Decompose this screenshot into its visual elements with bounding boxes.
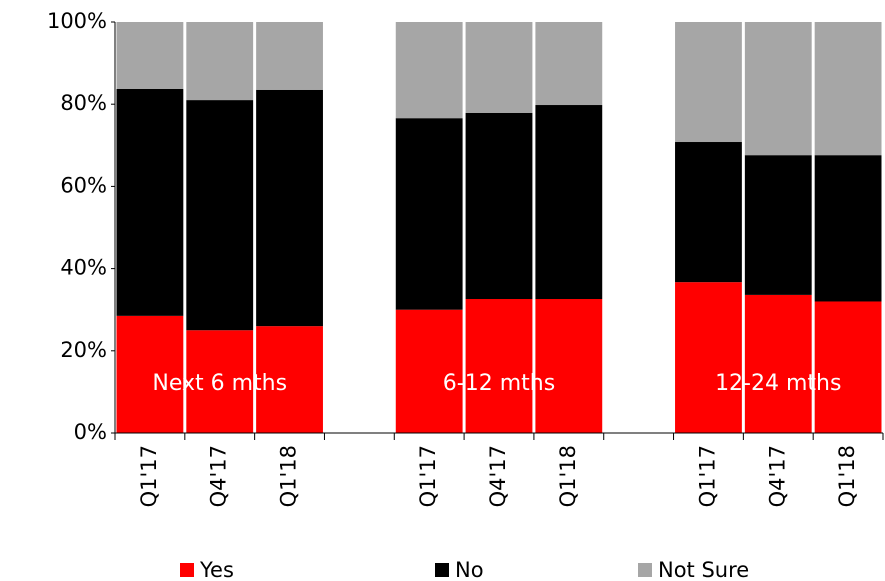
bar-segment [116, 22, 184, 89]
legend-label: Not Sure [658, 558, 749, 581]
x-tick-label: Q1'17 [416, 445, 440, 507]
bar-segment [465, 112, 533, 300]
bar-segment [395, 118, 463, 310]
y-tick-label: 60% [60, 173, 107, 197]
bar-segment [465, 299, 533, 433]
x-tick-label: Q1'17 [137, 445, 161, 507]
bar-segment [814, 301, 882, 433]
bar-segment [814, 22, 882, 156]
bar-segment [535, 105, 603, 300]
group-label: 12-24 mths [715, 371, 841, 396]
bar-segment [256, 326, 323, 433]
group-label: 6-12 mths [443, 371, 555, 396]
y-tick-label: 20% [60, 338, 107, 362]
bar-segment [186, 100, 254, 331]
bar-segment [535, 22, 603, 106]
y-tick-label: 40% [60, 256, 107, 280]
x-tick-label: Q1'18 [277, 445, 301, 507]
bar-segment [744, 155, 812, 295]
legend-label: Yes [199, 558, 234, 581]
bar-segment [675, 282, 742, 433]
y-tick-label: 0% [74, 420, 107, 444]
bar-segment [116, 88, 184, 316]
legend-label: No [455, 558, 484, 581]
bar-segment [744, 294, 812, 433]
bar-segment [256, 22, 323, 90]
x-tick-label: Q1'17 [695, 445, 719, 507]
bar-segment [465, 22, 533, 113]
x-tick-label: Q4'17 [765, 445, 789, 507]
legend-swatch [180, 563, 194, 577]
x-tick-label: Q1'18 [556, 445, 580, 507]
y-tick-label: 100% [47, 9, 107, 33]
bar-segment [186, 330, 254, 433]
group-label: Next 6 mths [152, 371, 287, 396]
bar-segment [256, 89, 323, 327]
legend-swatch [435, 563, 449, 577]
x-tick-label: Q4'17 [486, 445, 510, 507]
bar-segment [744, 22, 812, 156]
x-tick-label: Q4'17 [207, 445, 231, 507]
x-tick-label: Q1'18 [835, 445, 859, 507]
legend-swatch [638, 563, 652, 577]
bar-segment [186, 22, 254, 101]
bar-segment [675, 22, 742, 143]
bar-segment [395, 309, 463, 433]
y-tick-label: 80% [60, 91, 107, 115]
bar-segment [535, 299, 603, 433]
bar-segment [675, 142, 742, 283]
bar-segment [116, 315, 184, 433]
bar-segment [814, 155, 882, 302]
bar-segment [395, 22, 463, 119]
